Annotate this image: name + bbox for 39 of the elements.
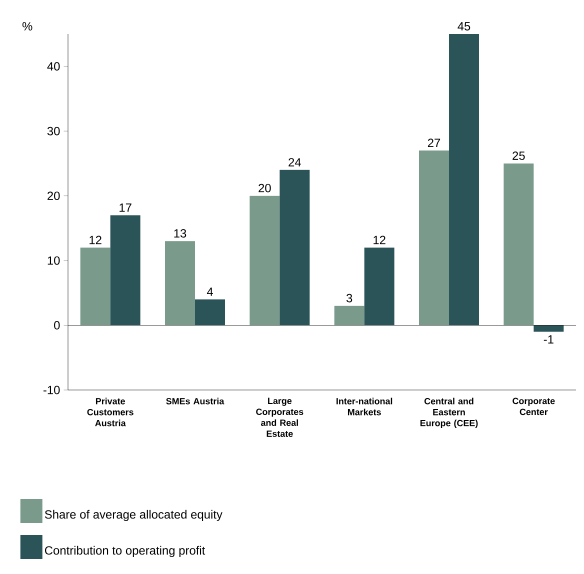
- x-tick-label: Large Corporates and Real Estate: [256, 398, 304, 437]
- bar: [195, 299, 226, 326]
- data-label: 20: [258, 184, 271, 192]
- data-label: 12: [90, 236, 102, 244]
- bar: [280, 170, 310, 326]
- data-label: 13: [174, 229, 186, 238]
- data-label: -1: [544, 335, 554, 344]
- x-tick-label: Central and Eastern Europe (CEE): [420, 398, 478, 428]
- bar: [334, 306, 364, 326]
- y-tick-label: 20: [48, 192, 60, 200]
- y-tick-label: -10: [43, 386, 60, 394]
- data-label: 12: [374, 236, 386, 244]
- legend-label: Share of average allocated equity: [44, 510, 222, 522]
- y-tick-label: 30: [47, 126, 60, 136]
- bar: [364, 248, 394, 326]
- y-axis-title: %: [22, 22, 32, 30]
- data-label: 24: [288, 158, 301, 166]
- y-tick-label: 40: [47, 62, 60, 71]
- x-tick-label: Inter-national Markets: [336, 398, 392, 416]
- data-label: 17: [120, 203, 132, 212]
- legend-label: Contribution to operating profit: [44, 546, 206, 558]
- y-tick-label: 10: [48, 256, 60, 265]
- bar: [250, 196, 280, 326]
- bar: [419, 150, 450, 326]
- bar: [534, 325, 564, 332]
- data-label: 27: [428, 138, 440, 147]
- x-tick-label: Private Customers Austria: [87, 398, 134, 426]
- bar: [449, 34, 480, 326]
- bar: [80, 248, 110, 326]
- bar: [165, 241, 196, 326]
- data-label: 4: [206, 288, 213, 296]
- bar: [504, 163, 534, 326]
- x-tick-label: SMEs Austria: [166, 398, 224, 404]
- x-tick-label: Corporate Center: [512, 398, 555, 416]
- data-label: 45: [458, 22, 470, 30]
- y-tick-label: 0: [54, 321, 60, 330]
- data-label: 3: [346, 294, 352, 302]
- data-label: 25: [512, 151, 525, 160]
- bar: [110, 215, 140, 326]
